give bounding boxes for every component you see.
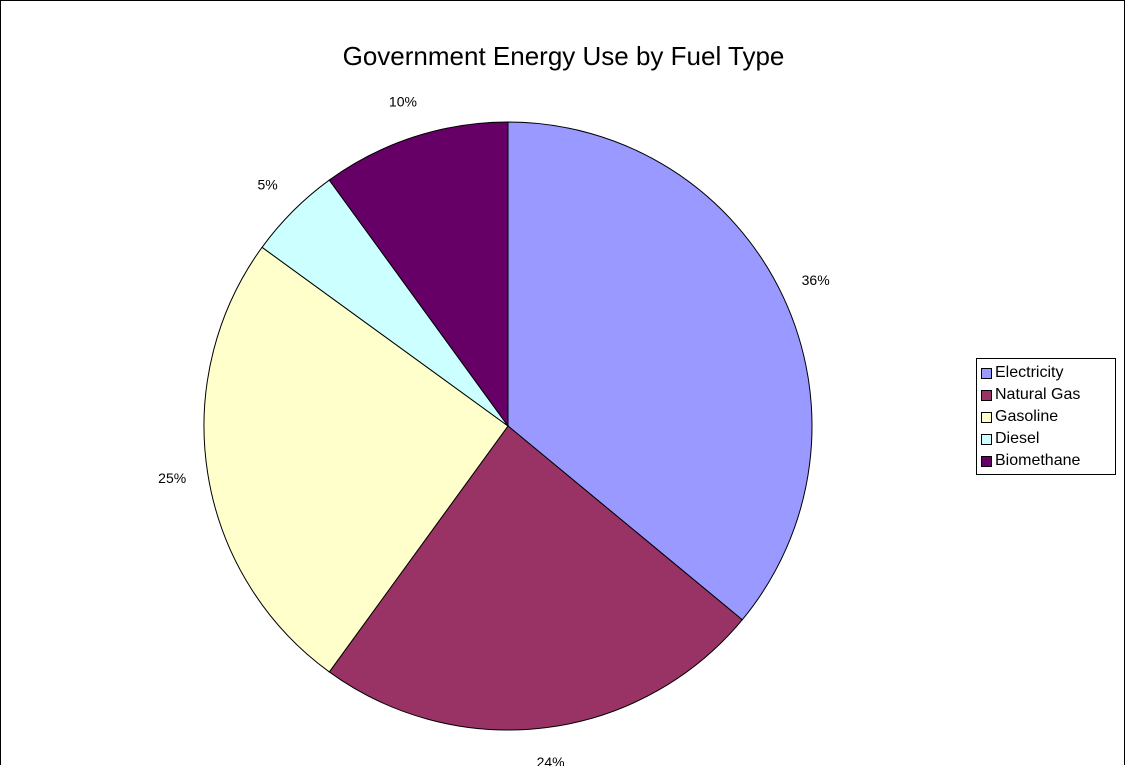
legend-label-gasoline: Gasoline xyxy=(995,408,1058,426)
legend-swatch-gasoline xyxy=(981,412,992,423)
legend-label-electricity: Electricity xyxy=(995,364,1063,382)
chart-legend: Electricity Natural Gas Gasoline Diesel Biom… xyxy=(976,358,1116,475)
data-label-natural-gas: 24% xyxy=(537,754,565,766)
legend-label-diesel: Diesel xyxy=(995,430,1039,448)
legend-item-biomethane: Biomethane xyxy=(981,450,1111,472)
data-label-diesel: 5% xyxy=(257,176,277,192)
legend-label-natural-gas: Natural Gas xyxy=(995,386,1080,404)
data-label-gasoline: 25% xyxy=(158,470,186,486)
legend-item-gasoline: Gasoline xyxy=(981,406,1111,428)
data-label-electricity: 36% xyxy=(802,272,830,288)
legend-item-electricity: Electricity xyxy=(981,362,1111,384)
legend-item-natural-gas: Natural Gas xyxy=(981,384,1111,406)
pie-slices xyxy=(204,122,812,730)
legend-swatch-electricity xyxy=(981,368,992,379)
legend-swatch-biomethane xyxy=(981,456,992,467)
legend-swatch-diesel xyxy=(981,434,992,445)
data-label-biomethane: 10% xyxy=(389,93,417,109)
legend-swatch-natural-gas xyxy=(981,390,992,401)
legend-item-diesel: Diesel xyxy=(981,428,1111,450)
legend-label-biomethane: Biomethane xyxy=(995,452,1080,470)
